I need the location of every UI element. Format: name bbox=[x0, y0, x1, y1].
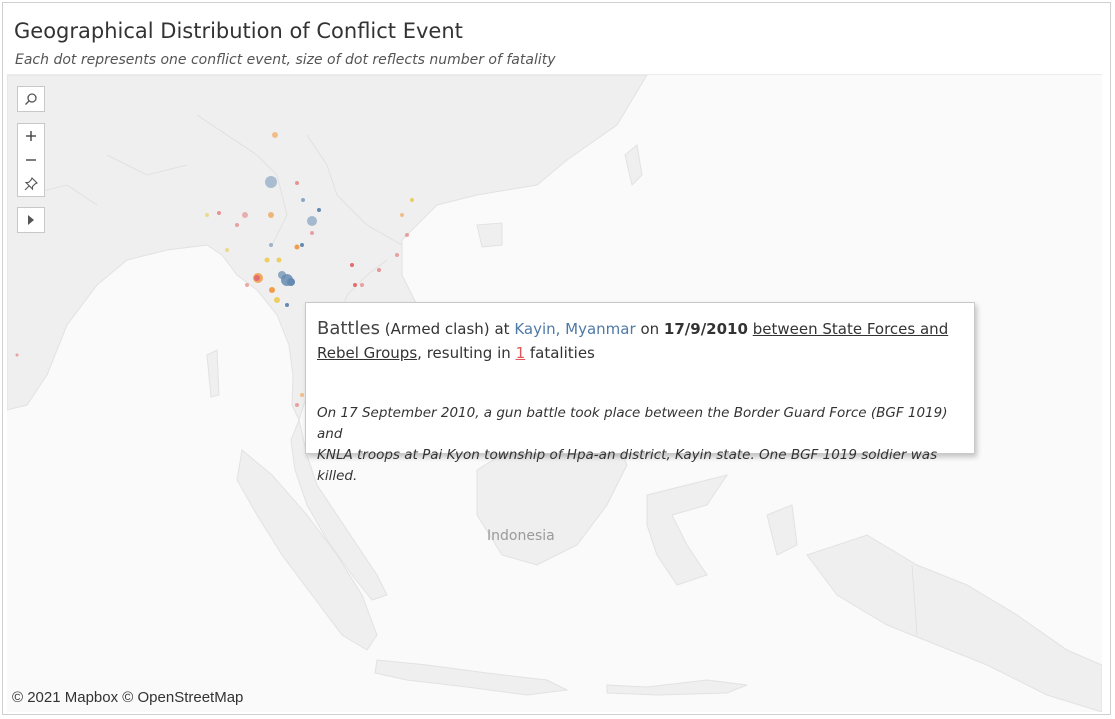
event-tooltip: Battles (Armed clash) at Kayin, Myanmar … bbox=[305, 302, 975, 484]
tooltip-resulting-prefix: , resulting in bbox=[417, 344, 511, 362]
tooltip-sub-event: (Armed clash) bbox=[384, 320, 490, 338]
java bbox=[374, 659, 569, 696]
conflict-dot[interactable] bbox=[300, 243, 304, 247]
conflict-dot[interactable] bbox=[405, 233, 409, 237]
zoom-in-icon bbox=[26, 131, 36, 141]
conflict-dot[interactable] bbox=[269, 243, 273, 247]
conflict-dot[interactable] bbox=[395, 253, 399, 257]
conflict-dot[interactable] bbox=[400, 213, 404, 217]
andaman-islands bbox=[206, 349, 220, 398]
page-subtitle: Each dot represents one conflict event, … bbox=[15, 52, 556, 68]
sumatra bbox=[236, 449, 378, 651]
tooltip-notes: On 17 September 2010, a gun battle took … bbox=[317, 403, 962, 487]
conflict-dot[interactable] bbox=[217, 211, 221, 215]
conflict-dot[interactable] bbox=[276, 257, 282, 263]
map-search-control[interactable] bbox=[17, 86, 45, 112]
conflict-dot[interactable] bbox=[265, 176, 277, 188]
conflict-dot[interactable] bbox=[301, 198, 305, 202]
conflict-dots[interactable] bbox=[7, 75, 1102, 712]
map-zoom-controls[interactable] bbox=[17, 123, 45, 197]
conflict-dot[interactable] bbox=[274, 297, 280, 303]
sulawesi bbox=[646, 474, 729, 586]
conflict-dot[interactable] bbox=[295, 403, 299, 407]
tooltip-headline: Battles (Armed clash) at Kayin, Myanmar … bbox=[317, 317, 962, 365]
tooltip-notes-line-1: On 17 September 2010, a gun battle took … bbox=[317, 405, 948, 442]
map-attribution[interactable]: © 2021 Mapbox © OpenStreetMap bbox=[12, 689, 244, 706]
tooltip-actors: between State Forces and Rebel Groups bbox=[317, 320, 949, 362]
tooltip-notes-line-2: KNLA troops at Pai Kyon township of Hpa-… bbox=[317, 447, 938, 484]
tooltip-fatalities-count: 1 bbox=[515, 344, 526, 362]
conflict-dot[interactable] bbox=[353, 283, 357, 287]
malay-peninsula bbox=[290, 418, 388, 601]
conflict-dot[interactable] bbox=[285, 303, 289, 307]
tooltip-on-word: on bbox=[640, 320, 660, 338]
conflict-dot[interactable] bbox=[242, 212, 248, 218]
map-expand-control[interactable] bbox=[17, 207, 45, 233]
tooltip-event-type: Battles bbox=[317, 318, 380, 339]
conflict-dot[interactable] bbox=[410, 198, 414, 202]
conflict-dot[interactable] bbox=[295, 181, 299, 185]
conflict-dot[interactable] bbox=[287, 278, 295, 286]
maluku bbox=[766, 504, 798, 556]
lesser-sunda bbox=[606, 679, 748, 696]
hainan bbox=[476, 222, 503, 248]
zoom-in-button[interactable] bbox=[18, 124, 44, 148]
country-label-indonesia: Indonesia bbox=[487, 528, 555, 544]
pin-icon bbox=[24, 177, 38, 191]
conflict-dot[interactable] bbox=[245, 283, 249, 287]
zoom-out-icon bbox=[26, 159, 36, 161]
tooltip-location: Kayin, Myanmar bbox=[514, 320, 636, 338]
taiwan bbox=[624, 144, 643, 186]
conflict-dot[interactable] bbox=[377, 268, 381, 272]
conflict-dot[interactable] bbox=[225, 248, 229, 252]
pin-button[interactable] bbox=[18, 172, 44, 196]
expand-arrow-icon bbox=[28, 215, 34, 225]
tooltip-fatalities-suffix: fatalities bbox=[529, 344, 595, 362]
conflict-dot[interactable] bbox=[272, 132, 278, 138]
conflict-dot[interactable] bbox=[294, 244, 300, 250]
conflict-dot[interactable] bbox=[268, 212, 274, 218]
conflict-dot[interactable] bbox=[300, 393, 304, 397]
tooltip-at-word: at bbox=[494, 320, 510, 338]
conflict-dot[interactable] bbox=[360, 283, 364, 287]
zoom-out-button[interactable] bbox=[18, 148, 44, 172]
page-title: Geographical Distribution of Conflict Ev… bbox=[14, 19, 463, 43]
conflict-dot[interactable] bbox=[15, 353, 19, 357]
conflict-dot[interactable] bbox=[350, 263, 354, 267]
search-icon bbox=[25, 93, 37, 105]
search-button[interactable] bbox=[18, 87, 44, 111]
expand-toolbar-button[interactable] bbox=[18, 208, 44, 232]
conflict-dot[interactable] bbox=[307, 216, 317, 226]
conflict-dot[interactable] bbox=[264, 257, 270, 263]
conflict-dot[interactable] bbox=[310, 231, 314, 235]
tooltip-date: 17/9/2010 bbox=[663, 320, 748, 338]
conflict-dot[interactable] bbox=[254, 275, 260, 281]
conflict-dot[interactable] bbox=[278, 271, 286, 279]
conflict-dot[interactable] bbox=[205, 213, 209, 217]
conflict-dot[interactable] bbox=[235, 223, 239, 227]
conflict-dot[interactable] bbox=[317, 208, 321, 212]
conflict-dot[interactable] bbox=[269, 287, 275, 293]
new-guinea bbox=[806, 534, 1102, 712]
